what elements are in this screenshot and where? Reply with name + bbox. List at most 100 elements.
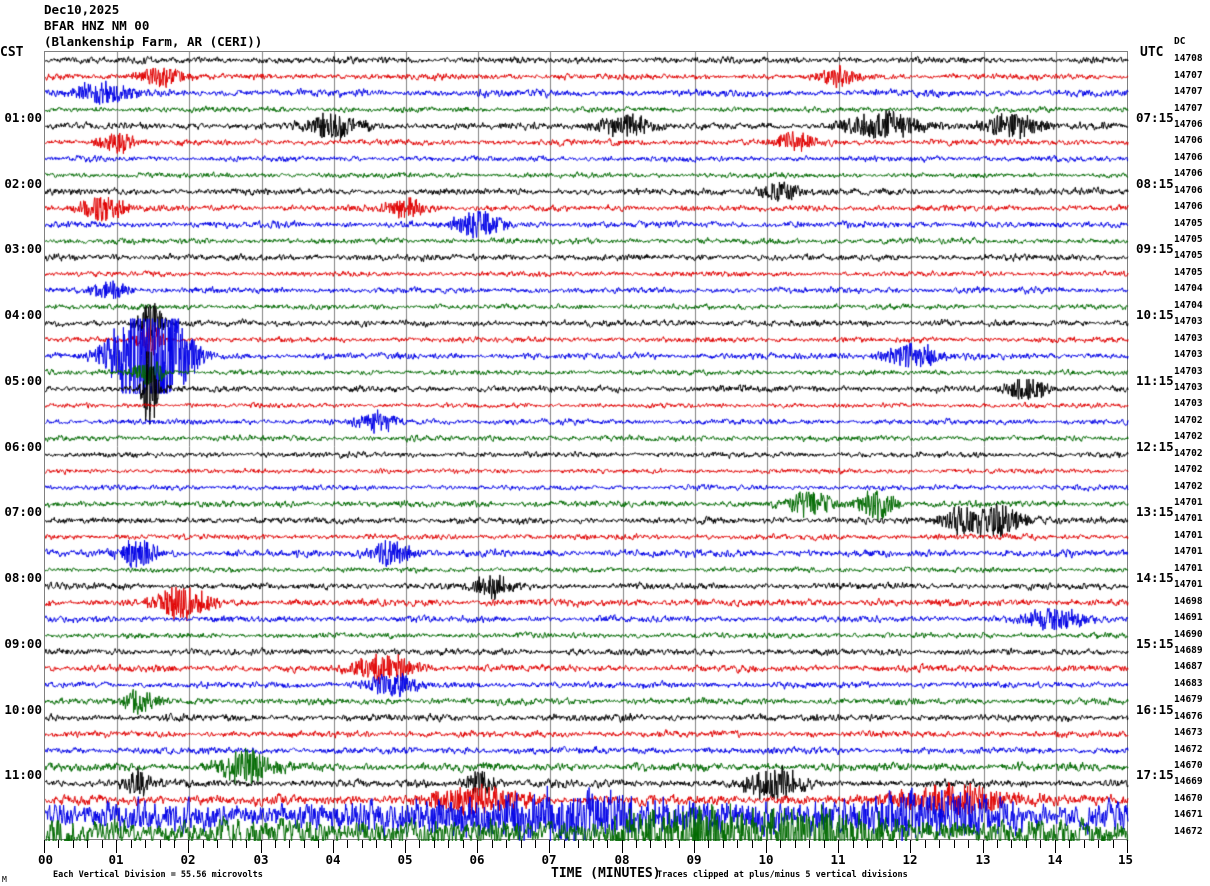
- x-axis-minor-tick: [347, 840, 348, 848]
- gain-value: 14703: [1174, 316, 1203, 328]
- x-axis-minor-tick: [636, 840, 637, 848]
- corner-mark: M: [2, 875, 7, 884]
- right-time-label: 09:15: [1136, 241, 1174, 257]
- x-axis-minor-tick: [795, 840, 796, 848]
- x-axis-minor-tick: [925, 840, 926, 848]
- x-axis-minor-tick: [131, 840, 132, 848]
- x-axis-major-tick: [983, 840, 984, 853]
- x-axis-minor-tick: [896, 840, 897, 848]
- x-axis-tick-label: 04: [325, 852, 341, 867]
- x-axis-major-tick: [766, 840, 767, 853]
- x-axis-minor-tick: [939, 840, 940, 848]
- gain-value: 14707: [1174, 102, 1203, 114]
- x-axis-title: TIME (MINUTES): [551, 866, 661, 881]
- gain-value: 14708: [1174, 53, 1203, 65]
- gain-value: 14705: [1174, 234, 1203, 246]
- x-axis-minor-tick: [87, 840, 88, 848]
- x-axis-major-tick: [261, 840, 262, 853]
- gain-value: 14707: [1174, 69, 1203, 81]
- gain-value: 14703: [1174, 332, 1203, 344]
- x-axis-minor-tick: [593, 840, 594, 848]
- x-axis-minor-tick: [578, 840, 579, 848]
- gain-value: 14670: [1174, 760, 1203, 772]
- x-axis-minor-tick: [665, 840, 666, 848]
- x-axis-minor-tick: [1040, 840, 1041, 848]
- x-axis-minor-tick: [853, 840, 854, 848]
- right-time-label: 17:15: [1136, 767, 1174, 783]
- left-time-label: 04:00: [4, 307, 42, 322]
- x-axis-tick-label: 06: [469, 852, 485, 867]
- x-axis-tick-label: 09: [686, 852, 702, 867]
- x-axis-minor-tick: [737, 840, 738, 848]
- x-axis-tick-label: 11: [830, 852, 846, 867]
- x-axis-minor-tick: [1098, 840, 1099, 848]
- gain-value: 14671: [1174, 809, 1203, 821]
- right-time-label: 10:15: [1136, 307, 1174, 322]
- x-axis-minor-tick: [174, 840, 175, 848]
- x-axis-major-tick: [1127, 840, 1128, 853]
- x-axis-tick-label: 00: [37, 852, 54, 867]
- gain-value: 14703: [1174, 398, 1203, 410]
- gain-value: 14705: [1174, 250, 1203, 262]
- x-axis-minor-tick: [997, 840, 998, 848]
- x-axis-minor-tick: [145, 840, 146, 848]
- x-axis-minor-tick: [1084, 840, 1085, 848]
- x-axis-minor-tick: [824, 840, 825, 848]
- x-axis-minor-tick: [289, 840, 290, 848]
- x-axis-major-tick: [477, 840, 478, 853]
- x-axis-minor-tick: [304, 840, 305, 848]
- gain-value: 14669: [1174, 776, 1203, 788]
- x-axis-minor-tick: [232, 840, 233, 848]
- gain-value: 14670: [1174, 792, 1203, 804]
- gain-value: 14672: [1174, 743, 1203, 755]
- gain-value: 14701: [1174, 497, 1203, 509]
- x-axis-major-tick: [694, 840, 695, 853]
- gain-value: 14703: [1174, 381, 1203, 393]
- right-time-label: 12:15: [1136, 438, 1174, 454]
- gain-value: 14706: [1174, 118, 1203, 130]
- gain-value: 14698: [1174, 595, 1203, 607]
- x-axis-minor-tick: [867, 840, 868, 848]
- x-axis-tick-label: 05: [397, 852, 413, 867]
- header-site: (Blankenship Farm, AR (CERI)): [44, 34, 263, 49]
- x-axis-minor-tick: [58, 840, 59, 848]
- x-axis-minor-tick: [376, 840, 377, 848]
- x-axis-minor-tick: [318, 840, 319, 848]
- right-time-label: 15:15: [1136, 635, 1174, 651]
- x-axis-minor-tick: [1069, 840, 1070, 848]
- x-axis-minor-tick: [809, 840, 810, 848]
- x-axis-tick-label: 10: [758, 852, 774, 867]
- x-axis-minor-tick: [535, 840, 536, 848]
- trace-canvas: [45, 52, 1129, 841]
- x-axis-tick-label: 12: [902, 852, 918, 867]
- right-time-label: 14:15: [1136, 570, 1174, 585]
- x-axis-minor-tick: [391, 840, 392, 848]
- x-axis-minor-tick: [217, 840, 218, 848]
- gain-value: 14701: [1174, 513, 1203, 525]
- x-axis-major-tick: [549, 840, 550, 853]
- x-axis-tick-label: 14: [1047, 852, 1063, 867]
- x-axis-minor-tick: [708, 840, 709, 848]
- x-axis-minor-tick: [723, 840, 724, 848]
- left-time-label: 03:00: [4, 241, 42, 257]
- gain-value: 14683: [1174, 677, 1203, 689]
- x-axis-minor-tick: [650, 840, 651, 848]
- gain-value: 14706: [1174, 135, 1203, 147]
- x-axis-minor-tick: [492, 840, 493, 848]
- gain-value: 14701: [1174, 529, 1203, 541]
- left-time-label: 05:00: [4, 372, 42, 388]
- x-axis-minor-tick: [246, 840, 247, 848]
- header-station: BFAR HNZ NM 00: [44, 18, 150, 33]
- right-axis-label: UTC: [1140, 45, 1164, 60]
- gain-value: 14691: [1174, 612, 1203, 624]
- vertical-division-note: Each Vertical Division = 55.56 microvolt…: [53, 870, 263, 880]
- x-axis-tick-label: 02: [180, 852, 196, 867]
- left-axis-label: CST: [0, 45, 24, 60]
- x-axis-minor-tick: [203, 840, 204, 848]
- gain-value: 14706: [1174, 151, 1203, 163]
- x-axis: 00 01 02 03 04 05 06 07 08 09 10 11 12 13 14 15: [38, 840, 1133, 867]
- gain-value: 14706: [1174, 201, 1203, 213]
- x-axis-minor-tick: [102, 840, 103, 848]
- gain-value: 14705: [1174, 217, 1203, 229]
- seismogram-plot: [44, 51, 1129, 841]
